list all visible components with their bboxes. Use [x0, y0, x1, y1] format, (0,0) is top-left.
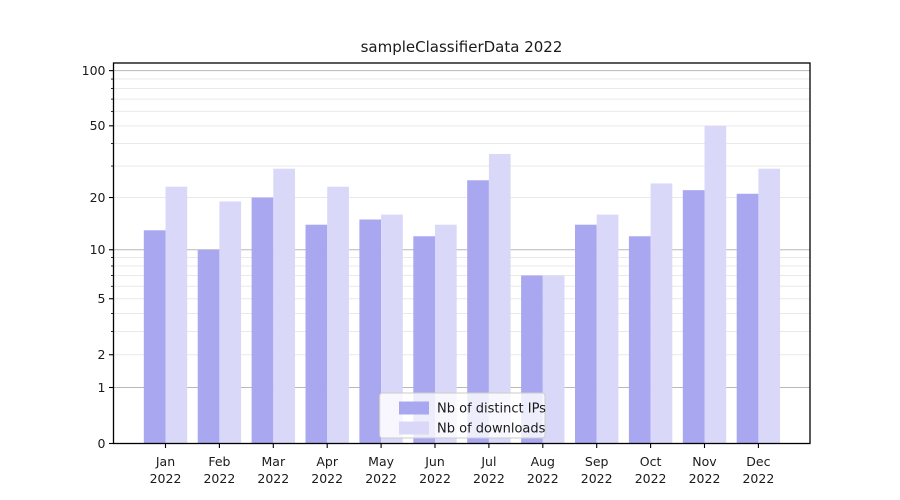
x-tick-label-month: Jun	[424, 454, 445, 469]
bar-nb-of-downloads	[596, 214, 619, 444]
y-tick-label: 20	[90, 190, 106, 205]
legend-label: Nb of distinct IPs	[437, 402, 546, 417]
bar-nb-of-distinct-ips	[143, 230, 166, 444]
bar-nb-of-downloads	[488, 153, 511, 444]
x-tick-label-year: 2022	[257, 471, 289, 486]
bar-nb-of-distinct-ips	[682, 190, 705, 444]
x-tick-label-year: 2022	[689, 471, 721, 486]
bar-nb-of-downloads	[704, 125, 727, 444]
x-tick-label-month: Sep	[585, 454, 609, 469]
x-tick-label-year: 2022	[203, 471, 235, 486]
x-tick-label-year: 2022	[527, 471, 559, 486]
y-tick-label: 10	[90, 242, 106, 257]
y-tick-label: 5	[98, 291, 106, 306]
legend-swatch-nb-of-distinct-ips	[399, 401, 429, 415]
x-tick-label-month: Nov	[692, 454, 717, 469]
y-tick-label: 50	[90, 118, 106, 133]
bar-nb-of-downloads	[435, 224, 457, 444]
bar-nb-of-downloads	[650, 183, 673, 444]
x-tick-label-month: Jan	[155, 454, 175, 469]
bar-nb-of-distinct-ips	[467, 180, 489, 444]
y-tick-label: 2	[98, 347, 106, 362]
x-tick-label-month: Oct	[640, 454, 662, 469]
bar-nb-of-distinct-ips	[305, 224, 328, 444]
x-tick-label-month: Feb	[208, 454, 230, 469]
x-tick-label-year: 2022	[365, 471, 397, 486]
x-tick-label-month: Aug	[531, 454, 555, 469]
x-tick-label-month: Apr	[316, 454, 338, 469]
x-tick-label-year: 2022	[742, 471, 774, 486]
x-tick-label-year: 2022	[635, 471, 667, 486]
y-tick-label: 100	[82, 63, 106, 78]
bar-nb-of-downloads	[327, 186, 349, 444]
bar-nb-of-distinct-ips	[359, 219, 382, 444]
chart-title: sampleClassifierData 2022	[360, 38, 563, 56]
bar-nb-of-downloads	[273, 168, 295, 444]
legend-label: Nb of downloads	[437, 422, 546, 437]
plot-border	[112, 62, 811, 445]
x-tick-label-month: Mar	[262, 454, 286, 469]
y-tick-label: 0	[98, 436, 106, 451]
bar-nb-of-downloads	[381, 214, 403, 444]
x-tick-label-year: 2022	[581, 471, 613, 486]
bar-nb-of-downloads	[542, 275, 565, 444]
legend-swatch-nb-of-downloads	[399, 421, 429, 435]
bar-nb-of-distinct-ips	[628, 236, 651, 444]
x-tick-label-year: 2022	[419, 471, 451, 486]
bar-nb-of-downloads	[165, 186, 188, 444]
legend: Nb of distinct IPs Nb of downloads	[379, 392, 546, 439]
bar-nb-of-distinct-ips	[251, 197, 274, 444]
bar-nb-of-downloads	[219, 201, 242, 444]
x-tick-label-month: May	[368, 454, 394, 469]
x-tick-label-year: 2022	[150, 471, 182, 486]
bar-nb-of-downloads	[758, 168, 781, 444]
x-tick-label-month: Dec	[746, 454, 770, 469]
x-tick-label-month: Jul	[480, 454, 496, 469]
x-tick-label-year: 2022	[311, 471, 343, 486]
bar-nb-of-distinct-ips	[197, 249, 220, 444]
bar-nb-of-distinct-ips	[736, 193, 759, 444]
bar-nb-of-distinct-ips	[413, 236, 435, 444]
y-tick-label: 1	[98, 380, 106, 395]
bar-nb-of-distinct-ips	[575, 224, 597, 444]
x-tick-label-year: 2022	[473, 471, 505, 486]
